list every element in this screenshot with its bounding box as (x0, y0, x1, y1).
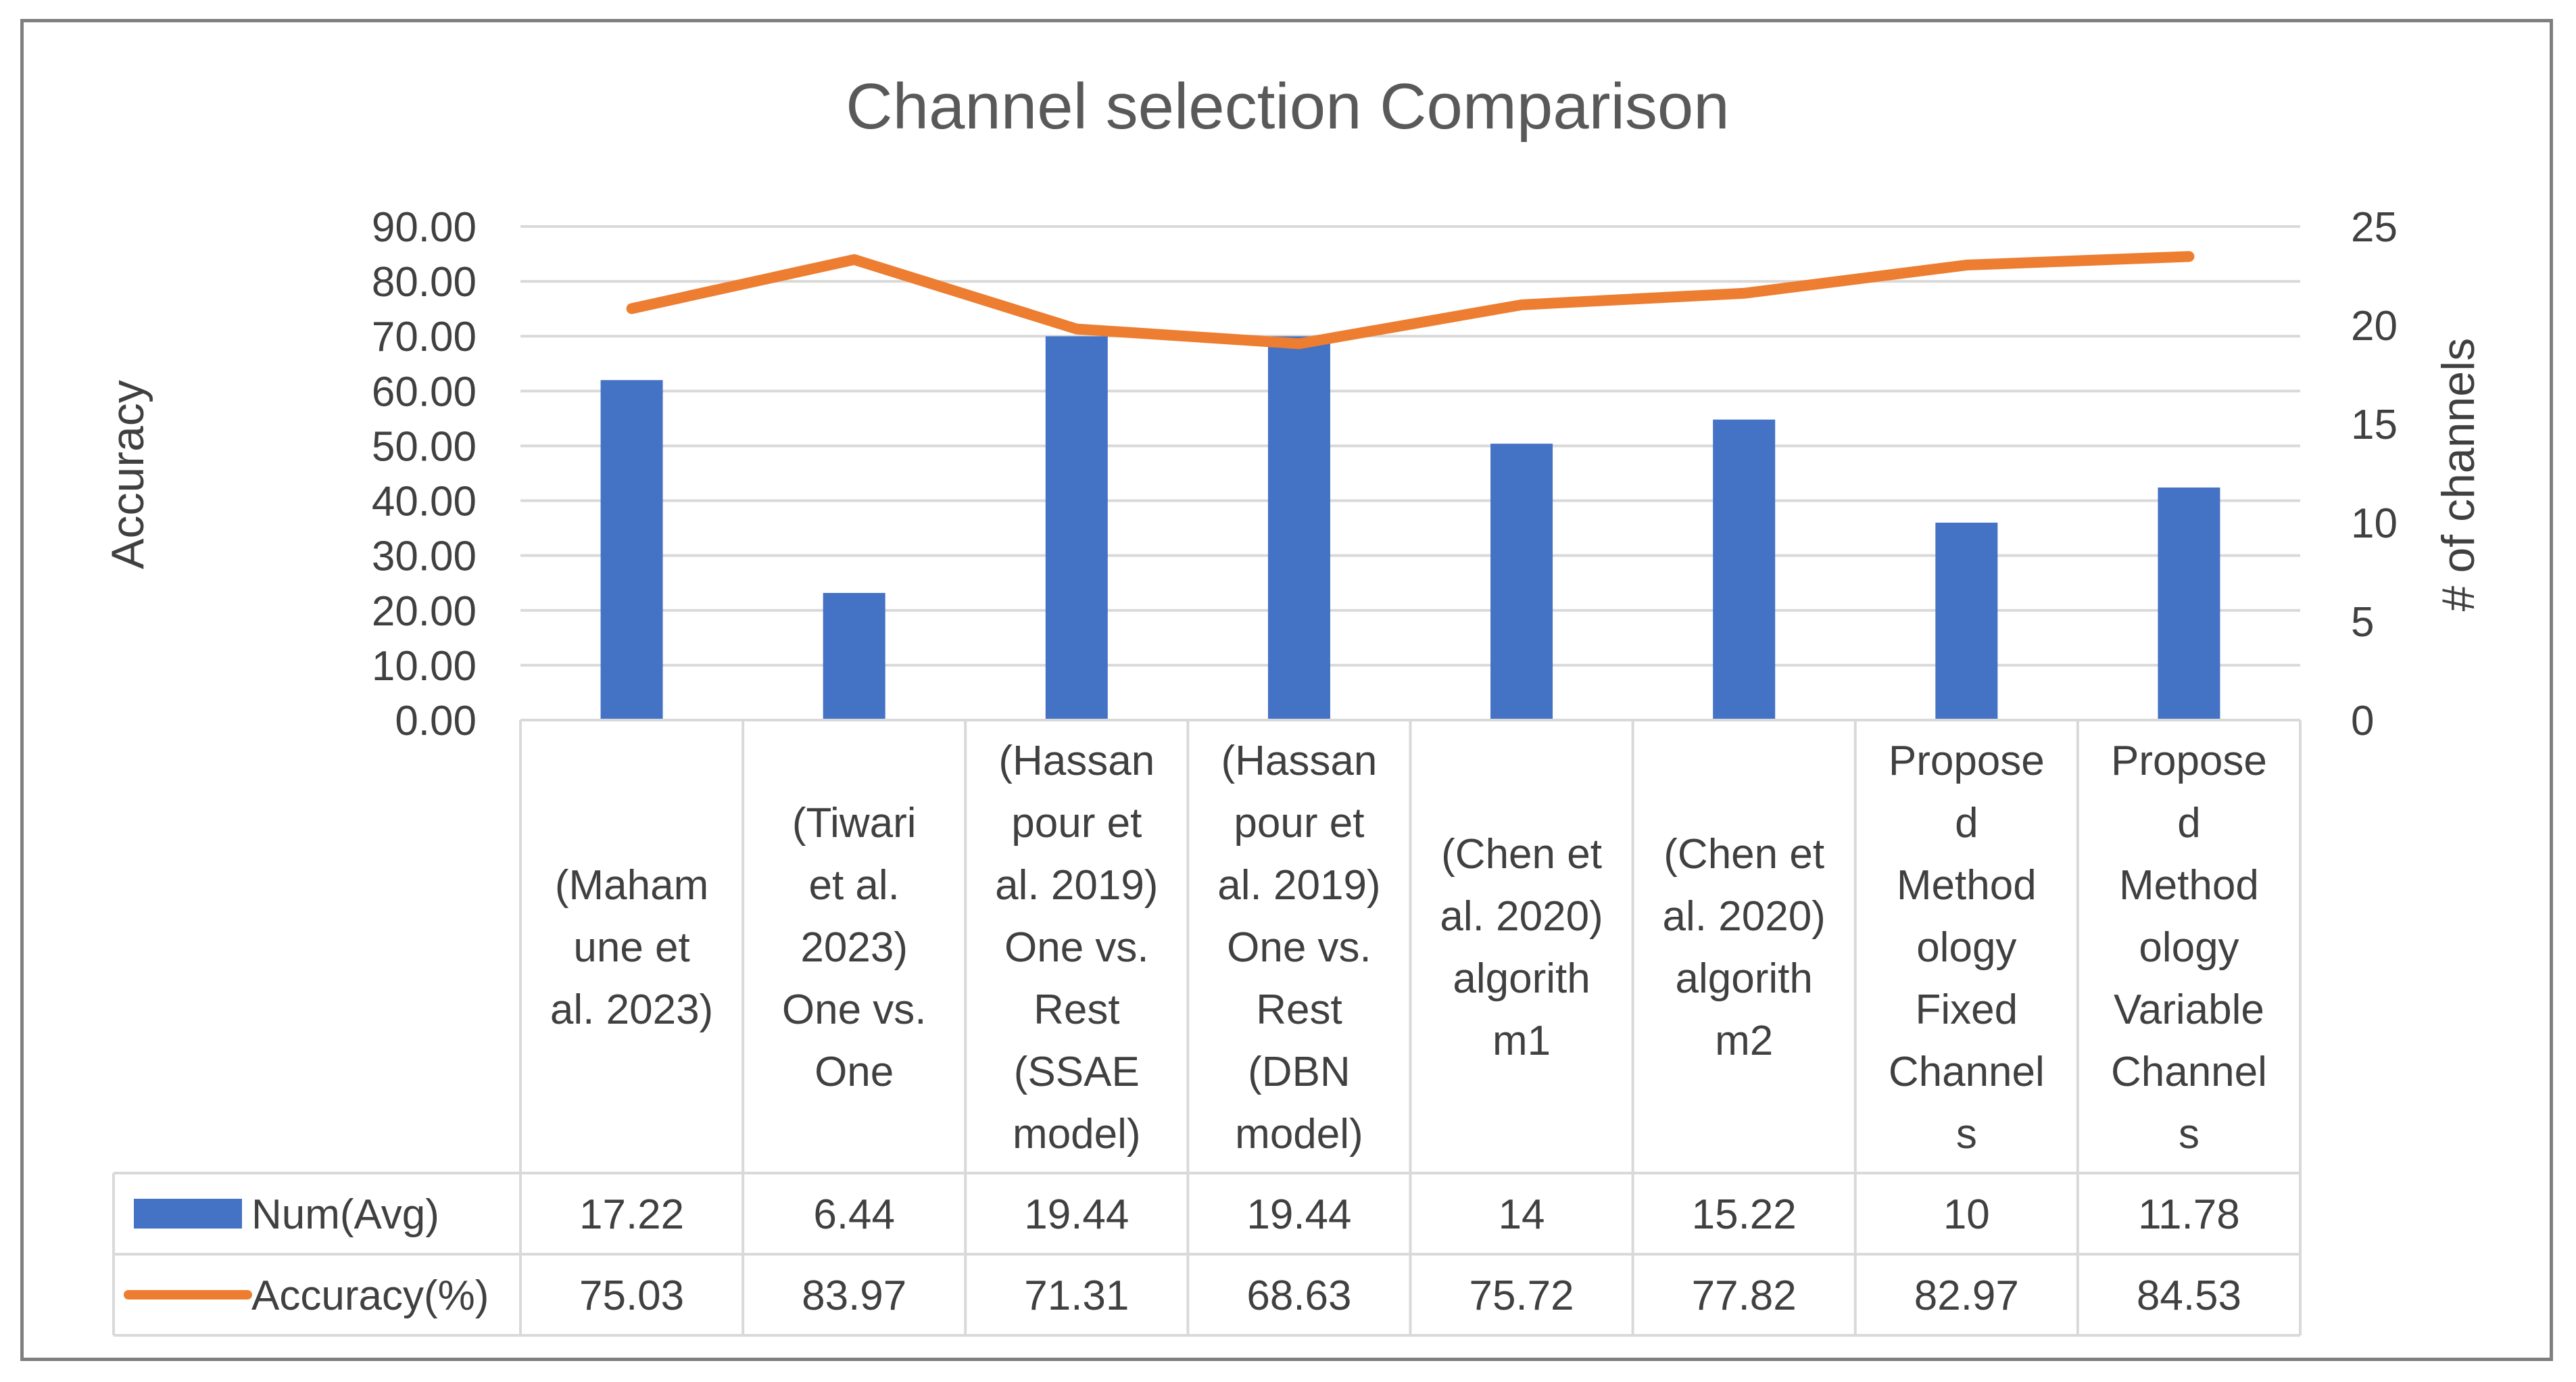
category-label: d (2177, 800, 2200, 847)
table-value-num-avg: 10 (1943, 1191, 1990, 1238)
category-label: (Maham (555, 862, 708, 909)
table-value-num-avg: 14 (1499, 1191, 1545, 1238)
table-value-accuracy: 82.97 (1914, 1272, 2019, 1319)
category-label: m1 (1492, 1018, 1551, 1064)
legend-swatch-num-avg (134, 1199, 242, 1229)
category-label: 2023) (800, 924, 908, 971)
gridlines (520, 225, 2300, 721)
line-series (626, 251, 2195, 350)
bar-num-avg (1490, 444, 1553, 720)
table-value-accuracy: 77.82 (1692, 1272, 1797, 1319)
right-tick-label: 25 (2351, 204, 2398, 251)
table-value-num-avg: 17.22 (579, 1191, 684, 1238)
category-label: One vs. (782, 986, 927, 1033)
category-label: (SSAE (1014, 1049, 1140, 1095)
right-axis-title: # of channels (2433, 338, 2484, 612)
category-label: s (2179, 1111, 2200, 1158)
category-label: al. 2023) (550, 986, 713, 1033)
category-label: Fixed (1916, 986, 2018, 1033)
category-label: Rest (1256, 986, 1342, 1033)
bar-num-avg (823, 592, 885, 720)
table-value-num-avg: 19.44 (1246, 1191, 1351, 1238)
right-tick-label: 15 (2351, 402, 2398, 448)
data-table: (Maham une et al. 2023) (Tiwari et al. 2023) O… (112, 719, 2302, 1337)
category-label: s (1956, 1111, 1977, 1158)
category-label: (Chen et (1441, 831, 1602, 878)
table-value-num-avg: 6.44 (813, 1191, 895, 1238)
right-tick-label: 0 (2351, 698, 2374, 744)
category-label: et al. (808, 862, 899, 909)
category-label: Propose (2111, 738, 2267, 784)
category-label: m2 (1715, 1018, 1773, 1064)
right-tick-label: 20 (2351, 303, 2398, 350)
category-label: al. 2020) (1663, 893, 1826, 940)
bar-num-avg (1045, 336, 1108, 720)
category-label: model) (1013, 1111, 1141, 1158)
category-label: (DBN (1248, 1049, 1351, 1095)
left-tick-label: 40.00 (372, 479, 477, 525)
table-value-accuracy: 68.63 (1246, 1272, 1351, 1319)
left-tick-label: 60.00 (372, 368, 477, 415)
legend-label-accuracy: Accuracy(%) (251, 1272, 489, 1319)
left-axis-title: Accuracy (102, 380, 153, 569)
table-value-num-avg: 15.22 (1692, 1191, 1797, 1238)
right-tick-label: 10 (2351, 500, 2398, 547)
left-axis-ticks: 0.00 10.00 20.00 30.00 40.00 50.00 60.00 70.00 8… (372, 204, 477, 744)
table-value-accuracy: 84.53 (2137, 1272, 2241, 1319)
category-label: One (815, 1049, 894, 1095)
table-value-accuracy: 75.72 (1469, 1272, 1574, 1319)
category-label: algorith (1676, 955, 1813, 1002)
left-tick-label: 0.00 (395, 698, 477, 744)
right-tick-label: 5 (2351, 599, 2374, 646)
category-label: ology (2139, 924, 2239, 971)
category-label: algorith (1453, 955, 1590, 1002)
category-label: d (1955, 800, 1978, 847)
bar-series (600, 336, 2220, 720)
category-label: al. 2020) (1440, 893, 1603, 940)
category-label: pour et (1234, 800, 1364, 847)
category-label: One vs. (1004, 924, 1149, 971)
table-value-num-avg: 11.78 (2138, 1191, 2240, 1238)
category-label: al. 2019) (995, 862, 1158, 909)
left-tick-label: 20.00 (372, 588, 477, 635)
category-label: (Tiwari (792, 800, 917, 847)
bar-num-avg (600, 380, 663, 720)
category-label: al. 2019) (1217, 862, 1380, 909)
table-value-num-avg: 19.44 (1024, 1191, 1129, 1238)
category-label: une et (573, 924, 689, 971)
bar-num-avg (1713, 419, 1776, 720)
chart-title: Channel selection Comparison (846, 70, 1729, 143)
category-label: Variable (2114, 986, 2264, 1033)
bar-num-avg (1935, 523, 1998, 720)
bar-num-avg (1267, 336, 1330, 720)
category-label: (Hassan (998, 738, 1155, 784)
category-label: Channel (1889, 1049, 2045, 1095)
category-label: (Hassan (1221, 738, 1378, 784)
category-label: Method (2119, 862, 2259, 909)
bar-num-avg (2158, 487, 2220, 720)
line-accuracy (626, 251, 2195, 350)
left-tick-label: 90.00 (372, 204, 477, 251)
legend-label-num-avg: Num(Avg) (251, 1191, 439, 1238)
category-label: ology (1916, 924, 2016, 971)
left-tick-label: 80.00 (372, 259, 477, 306)
category-label: Channel (2111, 1049, 2267, 1095)
left-tick-label: 50.00 (372, 423, 477, 470)
category-label: (Chen et (1663, 831, 1824, 878)
left-tick-label: 30.00 (372, 533, 477, 580)
right-axis-ticks: 0 5 10 15 20 25 (2351, 204, 2398, 744)
category-label: model) (1235, 1111, 1363, 1158)
left-tick-label: 10.00 (372, 643, 477, 690)
table-value-accuracy: 83.97 (802, 1272, 906, 1319)
category-label: Propose (1889, 738, 2045, 784)
table-value-accuracy: 71.31 (1024, 1272, 1129, 1319)
category-label: Method (1897, 862, 2037, 909)
category-label: Rest (1034, 986, 1119, 1033)
table-value-accuracy: 75.03 (579, 1272, 684, 1319)
left-tick-label: 70.00 (372, 314, 477, 360)
category-label: pour et (1011, 800, 1142, 847)
category-label: One vs. (1227, 924, 1371, 971)
